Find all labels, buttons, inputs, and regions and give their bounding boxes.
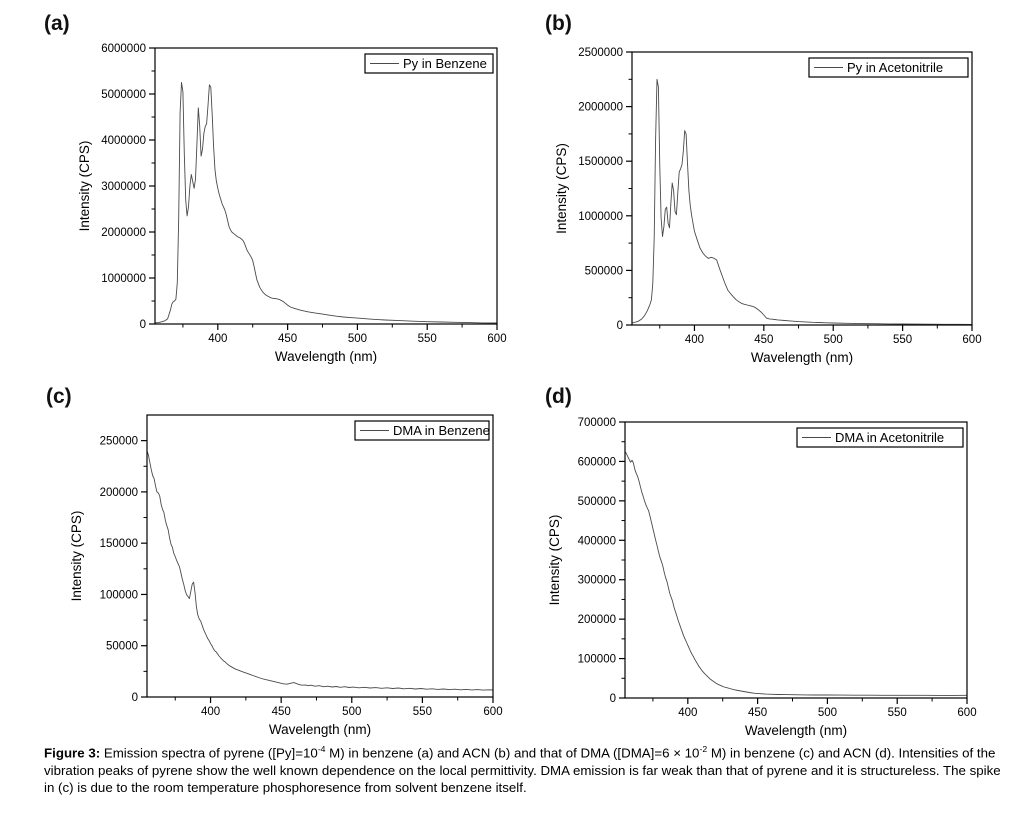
y-tick-label: 200000 [100, 487, 138, 499]
legend-label: Py in Acetonitrile [847, 60, 943, 75]
plot-border [631, 51, 973, 326]
y-tick-label: 0 [132, 692, 138, 704]
y-tick-label: 2000000 [578, 102, 623, 114]
y-axis-title: Intensity (CPS) [69, 511, 84, 602]
plot-border [624, 421, 968, 699]
y-tick-label: 300000 [578, 575, 616, 587]
x-tick-label: 400 [685, 334, 704, 346]
legend-label: Py in Benzene [403, 56, 487, 71]
x-tick-label: 600 [957, 707, 976, 719]
legend-box [354, 420, 490, 441]
x-tick-label: 500 [818, 707, 837, 719]
y-tick-label: 500000 [585, 265, 623, 277]
plot-border [146, 414, 494, 698]
x-axis-title: Wavelength (nm) [745, 723, 847, 738]
caption-figure-number: Figure 3: [44, 745, 101, 761]
x-tick-label: 550 [418, 333, 437, 345]
panel-label-c: (c) [46, 385, 72, 408]
series-line [631, 78, 973, 325]
x-tick-label: 500 [342, 706, 361, 718]
x-tick-label: 400 [201, 706, 220, 718]
x-tick-label: 450 [754, 334, 773, 346]
y-tick-label: 0 [140, 319, 146, 331]
y-axis-title: Intensity (CPS) [547, 515, 562, 606]
y-tick-label: 600000 [578, 456, 616, 468]
figure-caption: Figure 3: Emission spectra of pyrene ([P… [44, 744, 1001, 795]
series-line [146, 450, 494, 691]
x-axis-title: Wavelength (nm) [751, 350, 853, 365]
legend-label: DMA in Acetonitrile [835, 430, 944, 445]
y-tick-label: 1000000 [101, 273, 146, 285]
chart-dma-in-acetonitrile: 400 450 500 550 600 0 100000 200000 300000 400000… [547, 417, 977, 738]
chart-dma-in-benzene: 400 450 500 550 600 0 50000 100000 150000 200000 2… [69, 414, 503, 737]
chart-py-in-acetonitrile: 400 450 500 550 600 0 500000 1000000 1500000 2000… [554, 47, 982, 365]
legend-label: DMA in Benzene [393, 423, 490, 438]
x-tick-label: 450 [278, 333, 297, 345]
y-axis-title: Intensity (CPS) [554, 143, 569, 234]
y-tick-label: 0 [610, 693, 616, 705]
y-tick-label: 400000 [578, 535, 616, 547]
x-tick-label: 600 [962, 334, 981, 346]
x-tick-label: 450 [748, 707, 767, 719]
y-tick-label: 150000 [100, 538, 138, 550]
x-tick-label: 500 [824, 334, 843, 346]
y-tick-label: 100000 [100, 589, 138, 601]
x-tick-label: 600 [487, 333, 506, 345]
x-tick-label: 400 [678, 707, 697, 719]
x-axis-title: Wavelength (nm) [269, 722, 371, 737]
panel-label-a: (a) [44, 12, 70, 35]
x-tick-label: 600 [483, 706, 502, 718]
x-tick-label: 550 [893, 334, 912, 346]
y-tick-label: 2500000 [578, 47, 623, 59]
y-tick-label: 1000000 [578, 211, 623, 223]
x-tick-label: 400 [208, 333, 227, 345]
chart-py-in-benzene: 400 450 500 550 600 0 1000000 2000000 3000000 400… [77, 43, 507, 364]
y-tick-label: 200000 [578, 614, 616, 626]
series-line [624, 451, 968, 696]
y-tick-label: 6000000 [101, 43, 146, 55]
y-axis-title: Intensity (CPS) [77, 141, 92, 232]
y-tick-label: 4000000 [101, 135, 146, 147]
x-tick-label: 550 [413, 706, 432, 718]
panel-label-b: (b) [545, 12, 572, 35]
x-tick-label: 500 [348, 333, 367, 345]
plot-border [154, 47, 498, 325]
y-tick-label: 1500000 [578, 156, 623, 168]
legend-box [364, 53, 494, 74]
legend-box [796, 427, 964, 448]
y-tick-label: 250000 [100, 436, 138, 448]
y-tick-label: 2000000 [101, 227, 146, 239]
y-tick-label: 50000 [106, 641, 138, 653]
x-axis-title: Wavelength (nm) [275, 349, 377, 364]
x-tick-label: 550 [888, 707, 907, 719]
y-tick-label: 500000 [578, 496, 616, 508]
y-tick-label: 0 [617, 320, 623, 332]
panel-label-d: (d) [545, 385, 572, 408]
legend-box [808, 57, 969, 78]
y-tick-label: 3000000 [101, 181, 146, 193]
x-tick-label: 450 [272, 706, 291, 718]
y-tick-label: 700000 [578, 417, 616, 429]
y-tick-label: 100000 [578, 654, 616, 666]
y-tick-label: 5000000 [101, 89, 146, 101]
series-line [154, 82, 498, 324]
